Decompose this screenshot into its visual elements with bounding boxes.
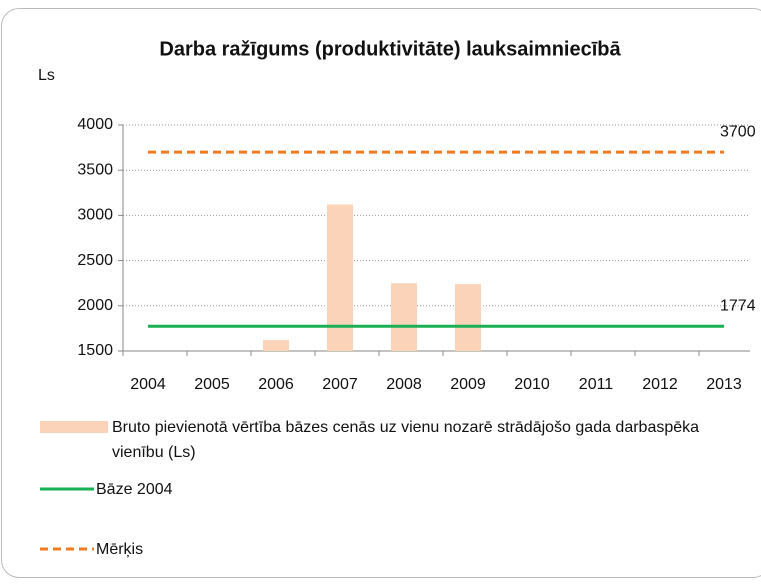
x-tick-label: 2013 xyxy=(706,376,742,393)
data-label: 1774 xyxy=(720,297,756,314)
x-tick-label: 2007 xyxy=(322,376,358,393)
x-tick-label: 2006 xyxy=(258,376,294,393)
x-tick-label: 2010 xyxy=(514,376,550,393)
data-label: 3700 xyxy=(720,123,756,140)
legend-label: Mērķis xyxy=(96,541,144,558)
y-tick-label: 3000 xyxy=(77,207,113,224)
bar xyxy=(327,204,353,351)
x-tick-label: 2004 xyxy=(130,376,166,393)
y-tick-label: 2500 xyxy=(77,252,113,269)
legend-swatch xyxy=(40,421,108,433)
y-axis-label: Ls xyxy=(38,67,55,84)
legend-label: Bruto pievienotā vērtība bāzes cenās uz … xyxy=(112,419,700,461)
x-tick-label: 2011 xyxy=(579,376,614,393)
chart-title: Darba ražīgums (produktivitāte) lauksaim… xyxy=(159,38,621,60)
x-tick-label: 2012 xyxy=(642,376,678,393)
y-tick-label: 2000 xyxy=(77,297,113,314)
panel-border xyxy=(1,8,761,578)
y-tick-label: 4000 xyxy=(77,116,113,133)
x-tick-label: 2008 xyxy=(386,376,422,393)
y-tick-label: 3500 xyxy=(77,161,113,178)
x-tick-label: 2005 xyxy=(194,376,230,393)
y-tick-label: 1500 xyxy=(77,342,113,359)
bar xyxy=(263,340,289,351)
bar xyxy=(455,284,481,351)
x-tick-label: 2009 xyxy=(450,376,486,393)
bar xyxy=(391,283,417,351)
legend-label: Bāze 2004 xyxy=(96,481,173,498)
